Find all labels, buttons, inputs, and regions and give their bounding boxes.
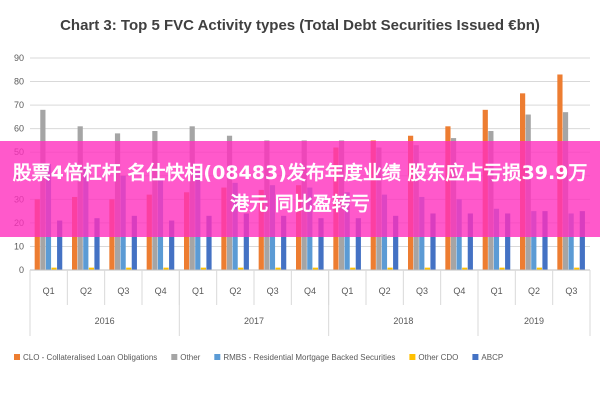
x-group-label: 2018 xyxy=(393,316,413,326)
bar xyxy=(387,267,393,270)
bar xyxy=(574,267,580,270)
bar xyxy=(579,211,585,270)
x-tick-label: Q4 xyxy=(304,286,316,296)
y-tick-label: 70 xyxy=(14,100,24,110)
legend-label: RMBS - Residential Mortgage Backed Secur… xyxy=(223,353,395,362)
x-tick-label: Q3 xyxy=(416,286,428,296)
bar xyxy=(169,220,175,270)
y-tick-label: 10 xyxy=(14,241,24,251)
y-tick-label: 90 xyxy=(14,53,24,63)
bar xyxy=(163,267,169,270)
bar xyxy=(131,215,137,270)
x-tick-label: Q3 xyxy=(117,286,129,296)
bar xyxy=(275,267,281,270)
legend-swatch xyxy=(472,354,479,360)
bar xyxy=(536,267,542,270)
x-group-label: 2017 xyxy=(244,316,264,326)
bar xyxy=(88,267,94,270)
bar xyxy=(393,215,399,270)
x-tick-label: Q2 xyxy=(379,286,391,296)
y-tick-label: 0 xyxy=(19,265,24,275)
bar xyxy=(206,215,212,270)
bar xyxy=(531,211,537,270)
x-tick-label: Q1 xyxy=(43,286,55,296)
bar xyxy=(430,213,436,270)
legend-label: CLO - Collateralised Loan Obligations xyxy=(23,353,157,362)
bar xyxy=(505,213,511,270)
bar xyxy=(57,220,63,270)
legend: CLO - Collateralised Loan Obligations Oth… xyxy=(14,353,503,362)
x-tick-label: Q4 xyxy=(155,286,167,296)
y-tick-label: 80 xyxy=(14,77,24,87)
x-tick-label: Q3 xyxy=(565,286,577,296)
bar xyxy=(462,267,468,270)
legend-label: ABCP xyxy=(481,353,503,362)
x-axis: Q1 Q2 Q3 Q4 Q1 Q2 Q3 Q4 Q1 Q2 Q3 Q4 Q1 Q2 Q3 2016 2017 20… xyxy=(29,269,591,336)
x-tick-label: Q2 xyxy=(229,286,241,296)
legend-swatch xyxy=(409,354,416,360)
bar xyxy=(424,267,430,270)
x-tick-label: Q1 xyxy=(192,286,204,296)
bar xyxy=(243,213,249,270)
legend-swatch xyxy=(171,354,178,360)
x-group-label: 2016 xyxy=(95,316,115,326)
legend-label: Other xyxy=(180,353,200,362)
x-tick-label: Q4 xyxy=(453,286,465,296)
legend-swatch xyxy=(14,354,20,360)
chart-title: Chart 3: Top 5 FVC Activity types (Total… xyxy=(60,17,540,34)
legend-swatch xyxy=(214,354,221,360)
bar xyxy=(499,267,505,270)
x-group-label: 2019 xyxy=(524,316,544,326)
bar xyxy=(350,267,356,270)
x-tick-label: Q1 xyxy=(341,286,353,296)
bar xyxy=(568,213,574,270)
x-tick-label: Q3 xyxy=(267,286,279,296)
bar xyxy=(281,215,287,270)
legend-label: Other CDO xyxy=(418,353,458,362)
bar xyxy=(94,218,100,270)
bar xyxy=(467,213,473,270)
bar xyxy=(51,267,57,270)
bar xyxy=(126,267,132,270)
bar xyxy=(200,267,206,270)
y-tick-label: 60 xyxy=(14,124,24,134)
banner-headline[interactable]: 股票4倍杠杆 名仕快相(08483)发布年度业绩 股东应占亏损39.9万港元 同… xyxy=(12,162,588,215)
bar xyxy=(542,211,548,270)
x-tick-label: Q2 xyxy=(80,286,92,296)
x-tick-label: Q2 xyxy=(528,286,540,296)
bar xyxy=(238,267,244,270)
bar xyxy=(493,208,500,270)
bar xyxy=(355,218,361,270)
bar xyxy=(318,218,324,270)
bar xyxy=(312,267,318,270)
x-tick-label: Q1 xyxy=(491,286,503,296)
promo-banner[interactable]: 股票4倍杠杆 名仕快相(08483)发布年度业绩 股东应占亏损39.9万港元 同… xyxy=(0,141,600,237)
